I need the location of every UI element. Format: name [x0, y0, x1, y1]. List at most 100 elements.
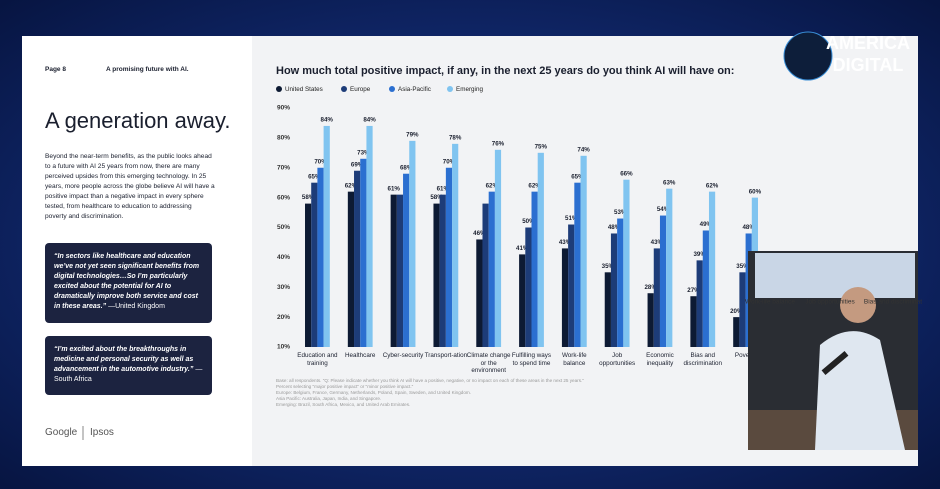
value-label: 65% — [571, 173, 584, 180]
value-label: 61% — [388, 185, 401, 192]
bar — [708, 191, 716, 347]
bar — [531, 191, 538, 347]
x-tick-label: Economic inequality — [646, 352, 674, 367]
logo: DIGITAL — [833, 55, 904, 75]
value-label: 41% — [516, 245, 529, 252]
bar — [347, 191, 355, 347]
bar — [537, 152, 544, 347]
bar — [702, 230, 709, 347]
value-label: 49% — [700, 221, 713, 228]
footnote: Europe: Belgium, France, Germany, Nether… — [276, 390, 472, 395]
y-tick-label: 10% — [277, 344, 290, 351]
value-label: 76% — [492, 140, 505, 147]
value-label: 84% — [321, 117, 334, 124]
x-tick-label: Job opportunities — [599, 352, 636, 367]
section: A promising future with AI. — [106, 66, 189, 73]
value-label: 51% — [565, 215, 578, 222]
value-label: 28% — [644, 284, 657, 291]
value-label: 58% — [430, 194, 443, 201]
x-tick-label: Cyber-security — [382, 352, 424, 359]
value-label: 60% — [749, 188, 762, 195]
bar — [494, 149, 502, 347]
quote: “In sectors like healthcare and educatio… — [54, 253, 200, 310]
bar — [482, 203, 489, 347]
bar — [360, 158, 367, 347]
value-label: 75% — [535, 143, 548, 150]
brand: Ipsos — [90, 427, 114, 438]
bar — [311, 182, 318, 347]
y-tick-label: 70% — [277, 164, 290, 171]
body-text: Beyond the near-term benefits, as the pu… — [45, 153, 215, 220]
bar — [733, 317, 740, 347]
brand: Google — [45, 427, 78, 438]
value-label: 62% — [706, 182, 719, 189]
bar — [445, 167, 453, 347]
quote-source: —South Africa — [54, 366, 203, 383]
bar — [390, 194, 397, 347]
bar — [574, 182, 581, 347]
bar — [323, 125, 330, 347]
bar — [488, 191, 495, 347]
bar — [561, 248, 569, 347]
bar — [354, 170, 361, 347]
bar — [317, 167, 324, 347]
value-label: 69% — [351, 161, 364, 168]
logo: AMERICA — [826, 33, 910, 53]
value-label: 48% — [742, 224, 755, 231]
value-label: 35% — [602, 263, 615, 270]
bar — [659, 215, 667, 347]
bar — [452, 143, 459, 347]
value-label: 61% — [437, 185, 450, 192]
legend-label: Emerging — [456, 86, 483, 93]
y-tick-label: 50% — [277, 224, 290, 231]
y-tick-label: 60% — [277, 194, 290, 201]
bar — [696, 260, 703, 347]
value-label: 79% — [406, 132, 419, 139]
bar — [568, 224, 575, 347]
legend-dot — [276, 86, 282, 92]
value-label: 48% — [608, 224, 621, 231]
value-label: 84% — [363, 117, 376, 124]
value-label: 68% — [400, 164, 413, 171]
legend-label: Europe — [350, 86, 371, 93]
bar — [739, 272, 746, 347]
legend-label: Asia-Pacific — [398, 86, 431, 93]
value-label: 70% — [443, 158, 456, 165]
legend-dot — [389, 86, 395, 92]
x-tick-label: Climate change or the environment — [466, 352, 511, 374]
bar — [666, 188, 673, 347]
footnote: Emerging: Brazil, South Africa, Mexico, … — [276, 402, 411, 407]
quote-source: —United Kingdom — [108, 303, 165, 310]
bar — [751, 197, 758, 347]
x-tick-label: Bias and discrimination — [683, 352, 723, 367]
footnote: Base: all respondents. "Q: Please indica… — [276, 378, 584, 383]
legend-dot — [341, 86, 347, 92]
bar — [305, 203, 312, 347]
value-label: 58% — [302, 194, 315, 201]
value-label: 70% — [314, 158, 327, 165]
value-label: 53% — [614, 209, 627, 216]
bar — [617, 218, 624, 347]
value-label: 62% — [528, 182, 541, 189]
page-number: Page 8 — [45, 66, 66, 73]
y-tick-label: 30% — [277, 284, 290, 291]
globe — [783, 31, 833, 81]
bar — [525, 227, 532, 347]
value-label: 62% — [345, 182, 358, 189]
bar — [690, 296, 697, 347]
value-label: 43% — [651, 239, 664, 246]
value-label: 43% — [559, 239, 572, 246]
bar — [623, 179, 630, 347]
bar — [403, 173, 410, 347]
quote-box: “In sectors like healthcare and educatio… — [45, 243, 212, 323]
value-label: 54% — [657, 206, 670, 213]
bar — [433, 203, 440, 347]
chart-title: How much total positive impact, if any, … — [276, 65, 734, 77]
value-label: 63% — [663, 179, 676, 186]
bar — [396, 194, 404, 347]
x-tick-label: Work-life balance — [561, 352, 587, 367]
heading: A generation away. — [45, 108, 231, 133]
bar — [610, 233, 618, 347]
x-tick-label: Transport-ation — [424, 352, 468, 359]
